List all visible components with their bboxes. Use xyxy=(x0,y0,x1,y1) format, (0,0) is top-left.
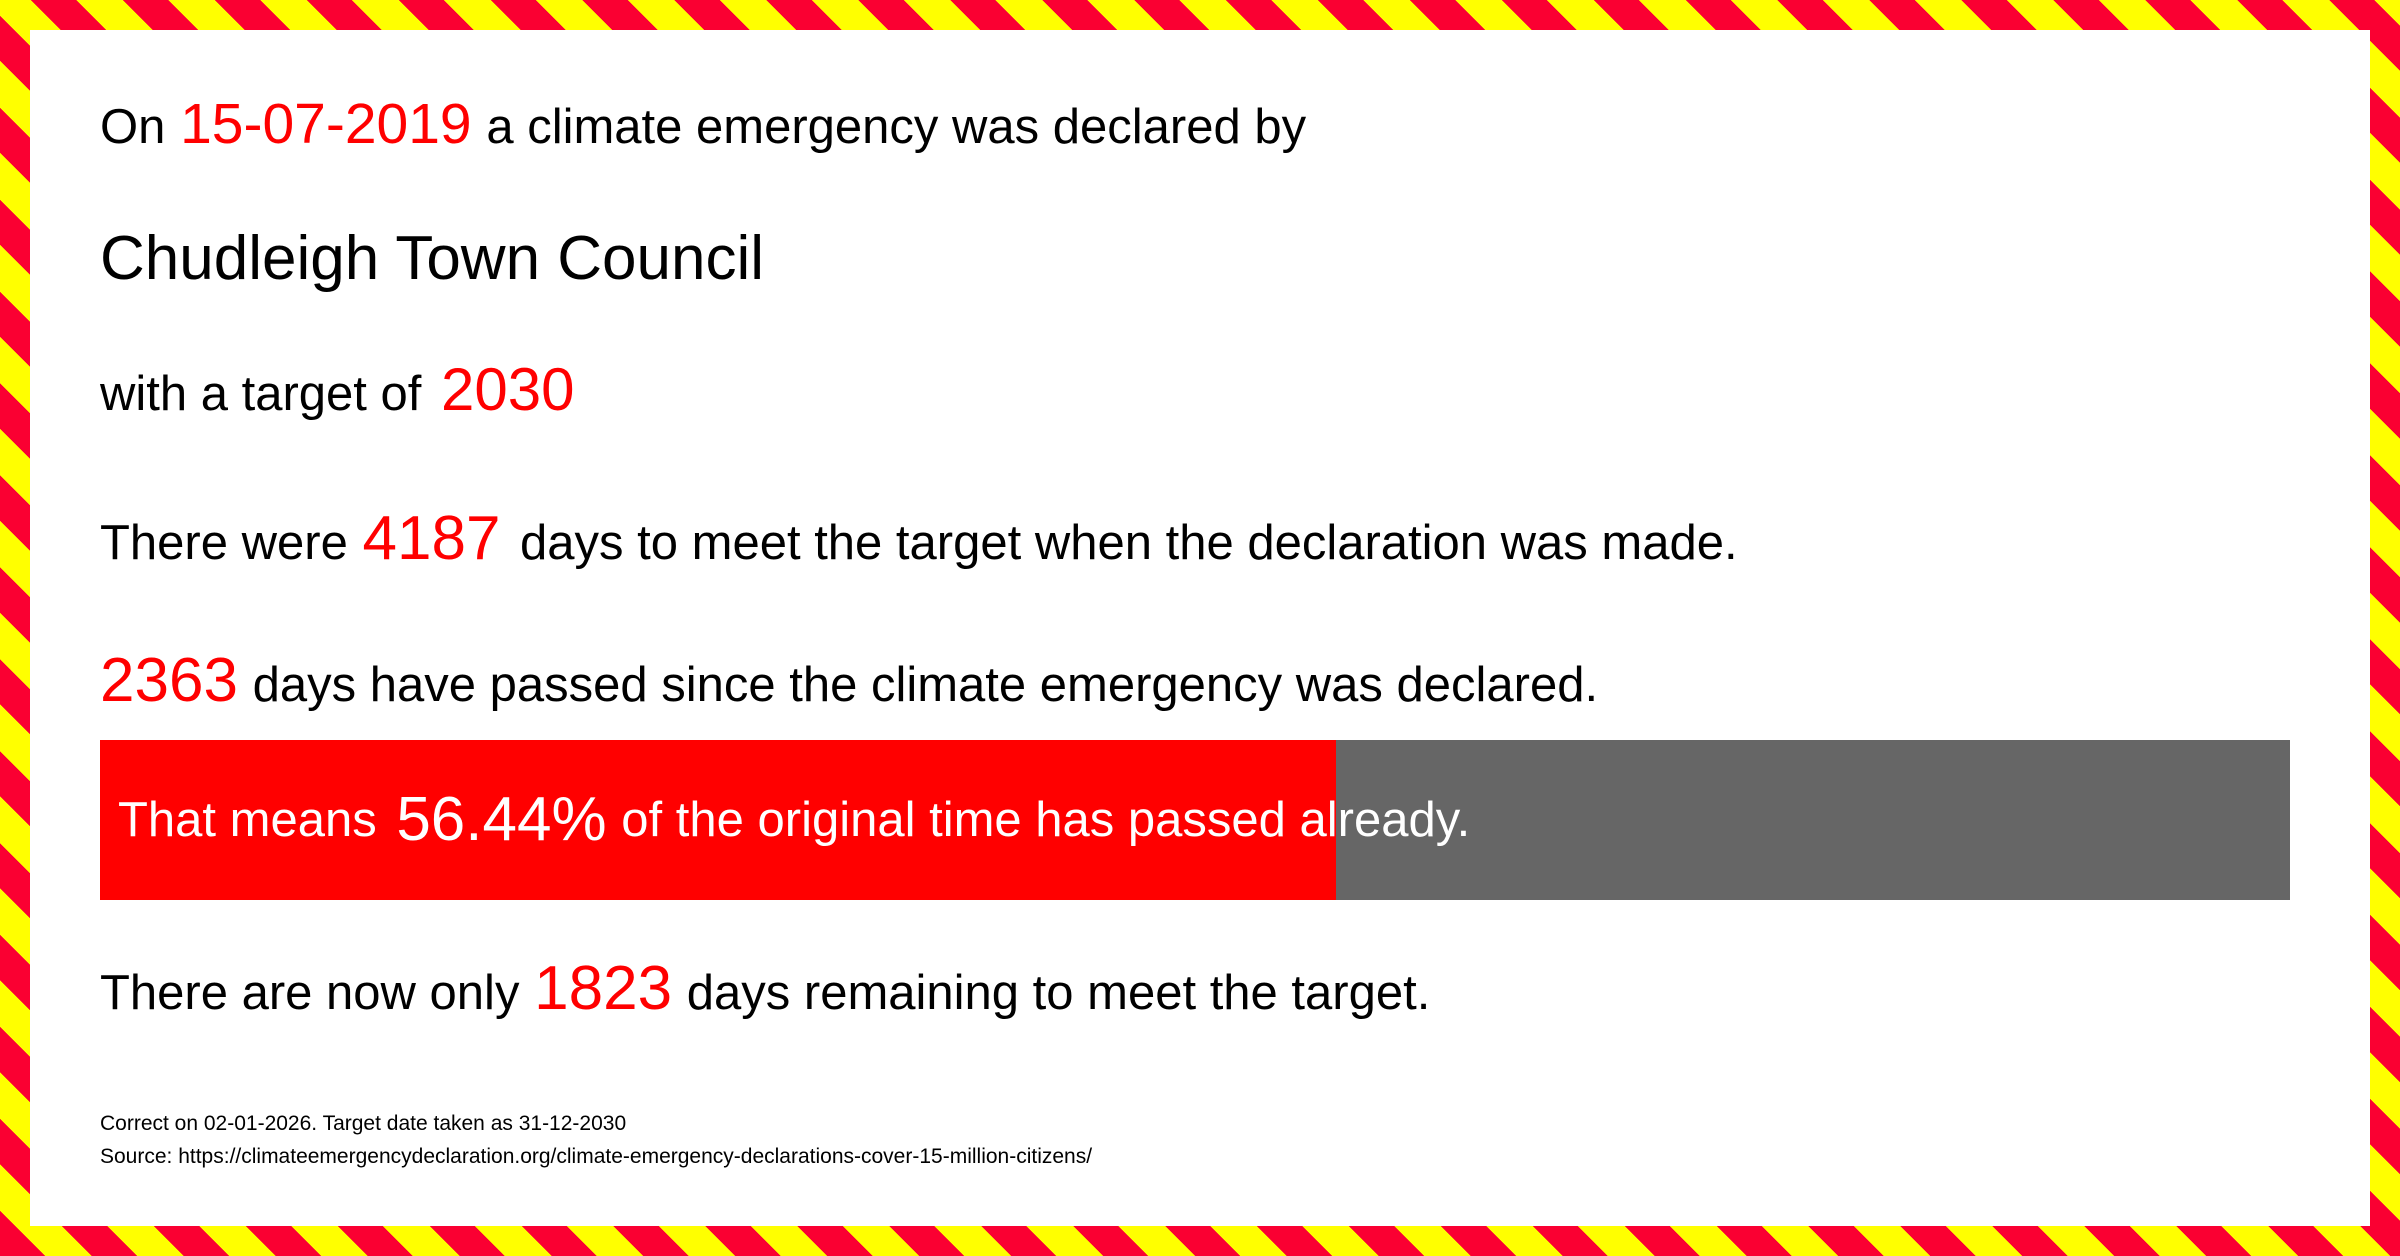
elapsed-days-value: 2363 xyxy=(100,646,238,715)
elapsed-suffix: days have passed since the climate emerg… xyxy=(252,658,1599,712)
declaration-date: 15-07-2019 xyxy=(180,92,472,156)
remaining-suffix: days remaining to meet the target. xyxy=(686,966,1431,1020)
available-days-value: 4187 xyxy=(362,504,501,573)
target-year: 2030 xyxy=(441,356,575,423)
progress-bar-fill xyxy=(100,740,1337,900)
footnote-correct-on: Correct on 02-01-2026. Target date taken… xyxy=(100,1112,627,1135)
elapsed-days-line: 2363 days have passed since the climate e… xyxy=(100,650,1598,712)
content-inner: On 15-07-2019 a climate emergency was decl… xyxy=(100,30,2330,1226)
remaining-prefix: There are now only xyxy=(100,966,520,1020)
declaration-prefix: On xyxy=(100,100,166,154)
progress-bar-label: That means 56.44% of the original time has… xyxy=(118,740,1470,900)
available-prefix: There were xyxy=(100,516,348,570)
remaining-days-line: There are now only 1823 days remaining to … xyxy=(100,958,1430,1020)
declaration-suffix: a climate emergency was declared by xyxy=(486,100,1307,154)
available-days-line: There were 4187 days to meet the target wh… xyxy=(100,508,1738,570)
footnote-source: Source: https://climateemergencydeclarat… xyxy=(100,1144,1093,1168)
remaining-days-value: 1823 xyxy=(534,954,673,1023)
progress-percent-value: 56.44% xyxy=(396,785,607,854)
target-line: with a target of 2030 xyxy=(100,360,574,420)
declaring-authority: Chudleigh Town Council xyxy=(100,224,765,293)
content-card: On 15-07-2019 a climate emergency was decl… xyxy=(30,30,2370,1226)
footnote: Correct on 02-01-2026. Target date taken… xyxy=(100,1108,1092,1173)
progress-suffix: of the original time has passed already. xyxy=(621,792,1471,847)
time-elapsed-progress-bar: That means 56.44% of the original time has… xyxy=(100,740,2290,900)
declaration-headline: On 15-07-2019 a climate emergency was decl… xyxy=(100,96,1306,153)
available-suffix: days to meet the target when the declara… xyxy=(520,516,1738,570)
progress-prefix: That means xyxy=(118,792,377,847)
target-prefix: with a target of xyxy=(100,367,422,421)
